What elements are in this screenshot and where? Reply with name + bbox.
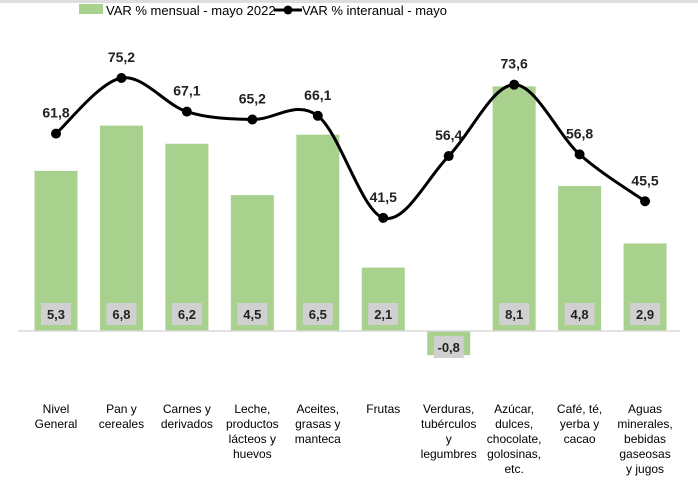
bar-data-label: 4,8: [571, 307, 589, 322]
x-tick-label-line: cacao: [563, 432, 596, 446]
line-point: [312, 110, 323, 121]
top-border: [0, 0, 698, 3]
bar-label-box: [368, 303, 399, 325]
line-data-label: 67,1: [173, 83, 200, 99]
x-tick-label-line: golosinas,: [487, 447, 542, 461]
x-tick-label-line: Frutas: [366, 402, 401, 416]
bar-data-label: 2,9: [636, 307, 654, 322]
x-tick-label-line: Aceites,: [296, 402, 340, 416]
bar-data-label: 4,5: [243, 307, 261, 322]
x-tick-label: Leche, productos lácteos y huevos: [217, 402, 287, 462]
x-tick-label-line: huevos: [232, 447, 272, 461]
line-point: [509, 79, 520, 90]
bar: [492, 86, 536, 331]
line-data-label: 75,2: [108, 49, 135, 65]
line-data-label: 41,5: [370, 189, 397, 205]
x-tick-label: Aceites, grasas y manteca: [283, 402, 353, 447]
x-tick-label-line: tubérculos: [421, 417, 477, 431]
x-tick-label-line: Café, té,: [556, 402, 603, 416]
x-tick-label: Aguas minerales, bebidas gaseosas y jugos: [610, 402, 680, 477]
legend-bar-swatch: [79, 4, 103, 14]
bar-data-label: 2,1: [374, 307, 392, 322]
x-tick-label-line: General: [34, 417, 78, 431]
x-tick-label-line: y jugos: [626, 462, 665, 476]
x-tick-label-line: Nivel: [42, 402, 70, 416]
bar-label-box: [302, 303, 333, 325]
x-tick-label-line: manteca: [294, 432, 341, 446]
x-tick-label-line: productos: [225, 417, 279, 431]
x-tick-label: Café, té, yerba y cacao: [545, 402, 615, 447]
x-tick-label-line: grasas y: [295, 417, 341, 431]
x-tick-label-line: yerba y: [559, 417, 600, 431]
bar-data-label: 6,5: [309, 307, 327, 322]
x-tick-label-line: y: [445, 432, 452, 446]
x-tick-label-line: legumbres: [420, 447, 477, 461]
bar-label-box: [41, 303, 71, 325]
x-tick-label-line: etc.: [504, 462, 524, 476]
x-tick-label-line: bebidas: [624, 432, 667, 446]
x-tick-label-line: Leche,: [234, 402, 271, 416]
bar-data-label: 6,2: [178, 307, 196, 322]
line-point: [443, 151, 454, 162]
x-tick-label: Pan y cereales: [86, 402, 156, 432]
line-point: [116, 73, 127, 84]
x-tick-label: Nivel General: [21, 402, 91, 432]
x-tick-label-line: Pan y: [106, 402, 137, 416]
bar: [296, 134, 340, 331]
bar-label-box: [630, 303, 661, 325]
bar-label-box: [564, 303, 595, 325]
line-point: [574, 149, 585, 160]
x-tick-label-line: cereales: [98, 417, 145, 431]
line-data-label: 56,8: [566, 125, 593, 141]
x-tick-label-line: Carnes y: [162, 402, 211, 416]
line-point: [640, 196, 651, 207]
x-tick-label-line: lácteos y: [228, 432, 277, 446]
line-data-label: 73,6: [501, 56, 528, 72]
bar-label-box: [433, 336, 464, 358]
line-data-label: 65,2: [239, 91, 266, 107]
bar: [165, 143, 209, 331]
x-tick-label-line: derivados: [160, 417, 213, 431]
legend: VAR % mensual - mayo 2022 VAR % interanu…: [79, 3, 447, 18]
x-tick-label: Azúcar, dulces, chocolate, golosinas, etc.: [479, 402, 549, 477]
x-tick-label-line: chocolate,: [486, 432, 542, 446]
bar-label-box: [171, 303, 202, 325]
line-point: [181, 106, 192, 117]
x-tick-label: Verduras, tubérculos y legumbres: [414, 402, 484, 462]
legend-bar-label: VAR % mensual - mayo 2022: [106, 3, 276, 18]
line-point: [51, 128, 61, 139]
x-tick-label-line: dulces,: [495, 417, 534, 431]
x-tick-label-line: gaseosas: [619, 447, 671, 461]
bar-label-box: [499, 303, 530, 325]
line-data-label: 61,8: [42, 105, 69, 121]
x-tick-label-line: Azúcar,: [494, 402, 535, 416]
series-line-interanual: [54, 76, 646, 220]
line-point: [378, 212, 389, 223]
bar-data-label: 8,1: [505, 307, 523, 322]
bar-data-label: -0,8: [437, 340, 459, 355]
legend-line-marker: [283, 5, 293, 15]
bar-label-box: [106, 303, 137, 325]
x-tick-label-line: minerales,: [617, 417, 673, 431]
x-tick-label: Frutas: [348, 402, 418, 417]
bar-data-label: 5,3: [47, 307, 65, 322]
x-tick-label-line: Verduras,: [423, 402, 475, 416]
x-tick-label: Carnes y derivados: [152, 402, 222, 432]
x-tick-label-line: Aguas: [628, 402, 663, 416]
legend-line-label: VAR % interanual - mayo: [302, 3, 447, 18]
line-data-label: 56,4: [435, 127, 462, 143]
bar-data-label: 6,8: [112, 307, 130, 322]
bar: [99, 125, 143, 331]
line-point: [247, 114, 258, 125]
line-data-label: 45,5: [631, 172, 658, 188]
line-data-label: 66,1: [304, 87, 331, 103]
bar-label-box: [237, 303, 268, 325]
